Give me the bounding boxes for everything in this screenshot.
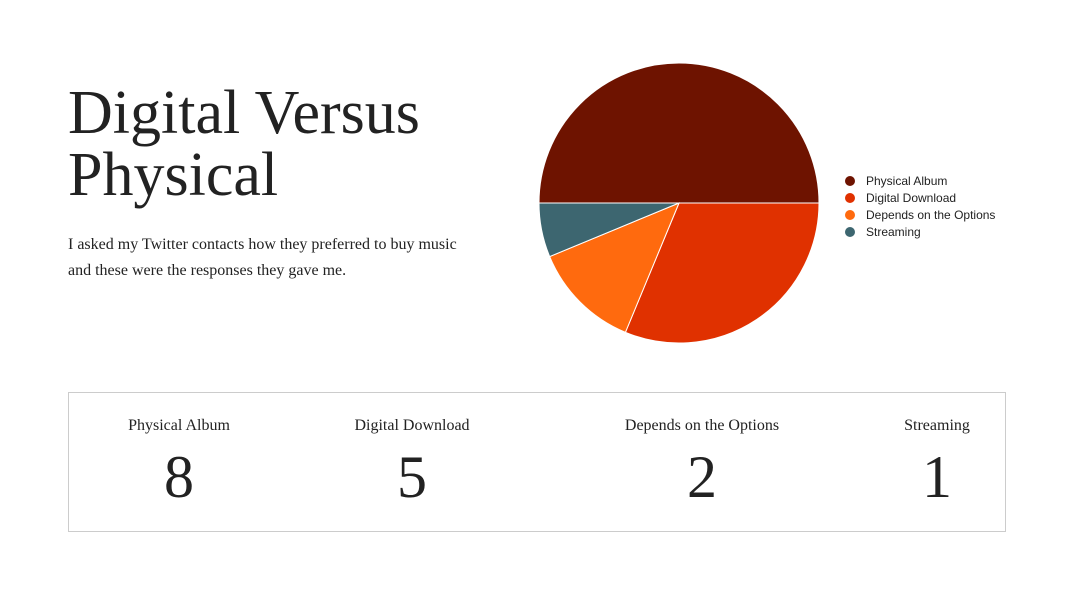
stat-physical-album: Physical Album 8 <box>128 393 230 507</box>
stat-digital-download: Digital Download 5 <box>354 393 469 507</box>
legend-swatch <box>845 192 855 203</box>
pie-slice-physical-album <box>538 62 820 204</box>
chart-legend: Physical Album Digital Download Depends … <box>845 172 995 240</box>
stat-depends-on-options: Depends on the Options 2 <box>625 393 779 507</box>
legend-label: Depends on the Options <box>866 207 996 222</box>
stat-streaming: Streaming 1 <box>904 393 970 507</box>
stat-label: Streaming <box>904 417 970 434</box>
stat-label: Digital Download <box>354 417 470 434</box>
stat-label: Depends on the Options <box>624 417 780 434</box>
legend-item: Digital Download <box>845 189 995 206</box>
legend-label: Digital Download <box>866 190 957 205</box>
legend-swatch <box>845 226 855 237</box>
stat-value: 2 <box>686 444 717 510</box>
stat-label: Physical Album <box>128 417 230 434</box>
stat-value: 1 <box>921 444 952 510</box>
pie-slice-digital-download <box>624 202 820 344</box>
stats-panel: Physical Album 8 Digital Download 5 Depend… <box>68 392 1006 532</box>
legend-label: Physical Album <box>866 173 948 188</box>
legend-swatch <box>845 209 855 220</box>
legend-item: Streaming <box>845 223 995 240</box>
page-title: Digital Versus Physical <box>68 79 420 209</box>
pie-slice-depends-on-the-options <box>549 202 680 333</box>
page-description: I asked my Twitter contacts how they pre… <box>68 236 457 279</box>
legend-item: Physical Album <box>845 172 995 189</box>
stat-value: 8 <box>164 444 194 510</box>
legend-label: Streaming <box>866 224 921 239</box>
legend-item: Depends on the Options <box>845 206 995 223</box>
pie-slice-streaming <box>538 202 680 258</box>
legend-swatch <box>845 175 855 186</box>
stat-value: 5 <box>397 444 427 510</box>
